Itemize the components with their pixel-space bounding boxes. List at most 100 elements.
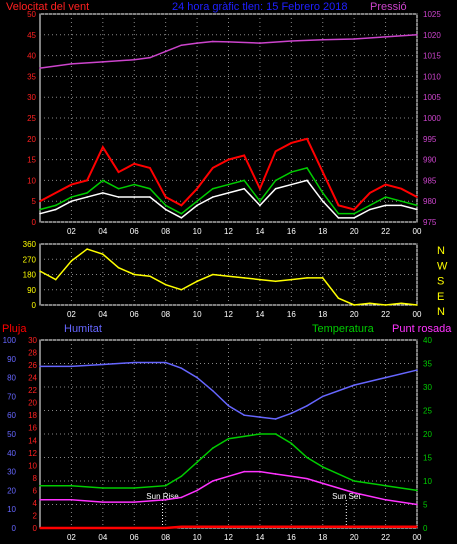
- x-tick-label: 06: [130, 227, 139, 236]
- x-tick-label: 12: [224, 533, 233, 542]
- series-dewpoint-line-point: [416, 503, 418, 506]
- series-wind-line-point: [384, 196, 387, 198]
- y-humidity-tick-label: 80: [7, 374, 16, 383]
- series-temperature-line-point: [306, 456, 308, 459]
- sunset-annotation: Sun Set: [332, 492, 361, 501]
- y-humidity-tick-label: 20: [7, 486, 16, 495]
- series-direction-line-point: [117, 266, 120, 269]
- y-tick-label: 0: [32, 301, 37, 310]
- x-tick-label: 16: [287, 533, 296, 542]
- y-right-tick-label: 1020: [423, 31, 441, 40]
- x-tick-label: 22: [381, 533, 390, 542]
- series-wind-line-point: [290, 171, 293, 173]
- series-direction-line-point: [133, 273, 136, 276]
- series-wind_avg-line-point: [416, 208, 418, 211]
- series-wind-line-point: [337, 212, 340, 215]
- series-gust-line-point: [274, 150, 277, 153]
- series-humidity-line-point: [227, 405, 230, 407]
- dewpoint-label: Punt rosada: [392, 323, 452, 335]
- x-tick-label: 02: [67, 310, 76, 319]
- compass-label: S: [437, 276, 444, 288]
- series-rain-line-point: [416, 525, 418, 528]
- y-left-tick-label: 50: [27, 10, 36, 19]
- series-wind_avg-line-point: [306, 179, 308, 182]
- y-left-tick-label: 30: [27, 93, 36, 102]
- series-direction-line-point: [149, 275, 151, 277]
- series-pressure-line-point: [164, 50, 167, 53]
- series-direction-line-point: [54, 278, 57, 281]
- series-rain-line: [40, 525, 417, 530]
- series-temperature-line-point: [290, 442, 293, 445]
- y-left-tick-label: 15: [27, 156, 36, 165]
- series-wind-line-point: [133, 183, 136, 186]
- series-wind_avg-line-point: [164, 208, 167, 211]
- series-wind-line-point: [259, 200, 261, 202]
- series-humidity-line-point: [243, 414, 246, 417]
- x-tick-label: 14: [255, 310, 264, 319]
- series-rain-line-point: [180, 525, 183, 528]
- series-direction-line-point: [337, 297, 340, 300]
- y-temp-tick-label: 30: [423, 383, 432, 392]
- x-tick-label: 18: [318, 533, 327, 542]
- y-right-tick-label: 975: [423, 218, 437, 227]
- series-humidity-line-point: [164, 361, 167, 364]
- series-humidity-line-point: [274, 418, 277, 420]
- series-dewpoint-line-point: [321, 482, 324, 485]
- series-gust-line-point: [321, 171, 324, 173]
- series-gust-line-point: [337, 204, 340, 207]
- series-direction-line-point: [416, 304, 418, 306]
- x-tick-label: 18: [318, 227, 327, 236]
- x-tick-label: 04: [98, 310, 107, 319]
- series-wind-line-point: [353, 212, 355, 215]
- series-direction-line-point: [384, 304, 387, 306]
- series-humidity-line-point: [196, 376, 198, 379]
- y-temp-tick-label: 40: [423, 336, 432, 345]
- series-humidity-line: [40, 361, 418, 420]
- series-wind_avg-line-point: [211, 196, 214, 198]
- series-pressure-line-point: [290, 40, 293, 42]
- series-wind_avg-line-point: [133, 196, 136, 198]
- series-dewpoint-line-point: [102, 501, 104, 503]
- y-rain-tick-label: 4: [33, 499, 38, 508]
- y-rain-tick-label: 22: [28, 386, 37, 395]
- series-wind_avg-line-point: [70, 200, 73, 202]
- y-temp-tick-label: 25: [423, 407, 432, 416]
- series-gust-line-point: [86, 179, 88, 182]
- y-rain-tick-label: 24: [28, 374, 37, 383]
- series-dewpoint-line-point: [164, 499, 167, 501]
- series-temperature-line-point: [353, 480, 355, 482]
- series-wind_avg-line-point: [39, 212, 41, 215]
- series-humidity-line-point: [259, 416, 261, 418]
- series-gust-line-point: [196, 187, 198, 190]
- x-tick-label: 12: [224, 227, 233, 236]
- series-direction-line-point: [290, 278, 293, 281]
- x-tick-label: 20: [350, 310, 359, 319]
- series-pressure-line-point: [70, 63, 73, 65]
- series-wind_avg-line-point: [290, 183, 293, 186]
- y-rain-tick-label: 8: [33, 474, 38, 483]
- y-right-tick-label: 990: [423, 156, 437, 165]
- series-humidity-line-point: [321, 395, 324, 398]
- series-humidity-line-point: [133, 361, 136, 364]
- series-direction-line-point: [306, 277, 308, 279]
- series-pressure-line-point: [321, 38, 324, 41]
- y-humidity-tick-label: 30: [7, 468, 16, 477]
- series-gust-line-point: [133, 162, 136, 165]
- y-humidity-tick-label: 60: [7, 411, 16, 420]
- series-pressure-line: [39, 34, 418, 69]
- y-left-tick-label: 40: [27, 52, 36, 61]
- series-wind-line-point: [180, 212, 183, 215]
- y-humidity-tick-label: 90: [7, 355, 16, 364]
- series-wind-line-point: [306, 167, 308, 169]
- series-wind_avg-line-point: [86, 196, 88, 198]
- series-direction-line-point: [86, 248, 88, 250]
- series-wind-line-point: [211, 187, 214, 190]
- compass-label: W: [437, 260, 448, 272]
- series-direction-line-point: [321, 277, 324, 279]
- y-humidity-tick-label: 40: [7, 449, 16, 458]
- series-dewpoint-line-point: [306, 477, 308, 480]
- series-temperature-line-point: [259, 433, 261, 435]
- series-dewpoint-line-point: [290, 475, 293, 478]
- x-tick-label: 14: [255, 533, 264, 542]
- series-dewpoint-line-point: [227, 475, 230, 478]
